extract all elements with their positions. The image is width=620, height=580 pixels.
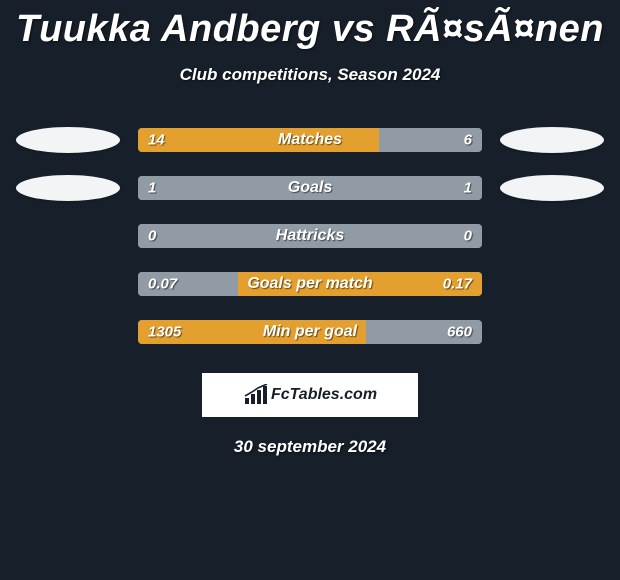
- stat-value-left: 14: [148, 132, 165, 149]
- page-title: Tuukka Andberg vs RÃ¤sÃ¤nen: [0, 0, 620, 51]
- stat-row: Min per goal 1305 660: [0, 319, 620, 345]
- logo-text: FcTables.com: [271, 386, 377, 404]
- player-left-ellipse: [16, 175, 120, 201]
- player-right-ellipse: [500, 175, 604, 201]
- stat-value-left: 0.07: [148, 276, 177, 293]
- stat-value-right: 6: [464, 132, 472, 149]
- stat-bar-right-fill: [310, 176, 482, 200]
- stat-bar-left-fill: [138, 128, 379, 152]
- player-left-ellipse: [16, 127, 120, 153]
- spacer: [16, 223, 120, 249]
- stat-value-right: 1: [464, 180, 472, 197]
- stat-bar: Goals 1 1: [138, 176, 482, 200]
- spacer: [500, 271, 604, 297]
- stat-bar: Matches 14 6: [138, 128, 482, 152]
- stat-bar-left-fill: [138, 176, 310, 200]
- spacer: [500, 319, 604, 345]
- stat-row: Matches 14 6: [0, 127, 620, 153]
- player-right-ellipse: [500, 127, 604, 153]
- stat-bar: Min per goal 1305 660: [138, 320, 482, 344]
- stat-label: Goals: [288, 179, 332, 197]
- stat-value-left: 0: [148, 228, 156, 245]
- spacer: [500, 223, 604, 249]
- stat-label: Hattricks: [276, 227, 344, 245]
- stat-row: Hattricks 0 0: [0, 223, 620, 249]
- stat-value-right: 660: [447, 324, 472, 341]
- stat-value-left: 1305: [148, 324, 181, 341]
- bar-chart-icon: [243, 384, 269, 406]
- stat-bar: Hattricks 0 0: [138, 224, 482, 248]
- date-line: 30 september 2024: [0, 437, 620, 457]
- stat-value-right: 0.17: [443, 276, 472, 293]
- stat-bar: Goals per match 0.07 0.17: [138, 272, 482, 296]
- spacer: [16, 319, 120, 345]
- stats-rows: Matches 14 6 Goals 1 1 Hattricks 0 0 Goals per ma…: [0, 127, 620, 345]
- subtitle: Club competitions, Season 2024: [0, 65, 620, 85]
- stat-value-right: 0: [464, 228, 472, 245]
- stat-row: Goals 1 1: [0, 175, 620, 201]
- stat-row: Goals per match 0.07 0.17: [0, 271, 620, 297]
- fctables-logo[interactable]: FcTables.com: [202, 373, 418, 417]
- stat-label: Min per goal: [263, 323, 357, 341]
- stat-label: Goals per match: [247, 275, 372, 293]
- stat-value-left: 1: [148, 180, 156, 197]
- stat-label: Matches: [278, 131, 342, 149]
- spacer: [16, 271, 120, 297]
